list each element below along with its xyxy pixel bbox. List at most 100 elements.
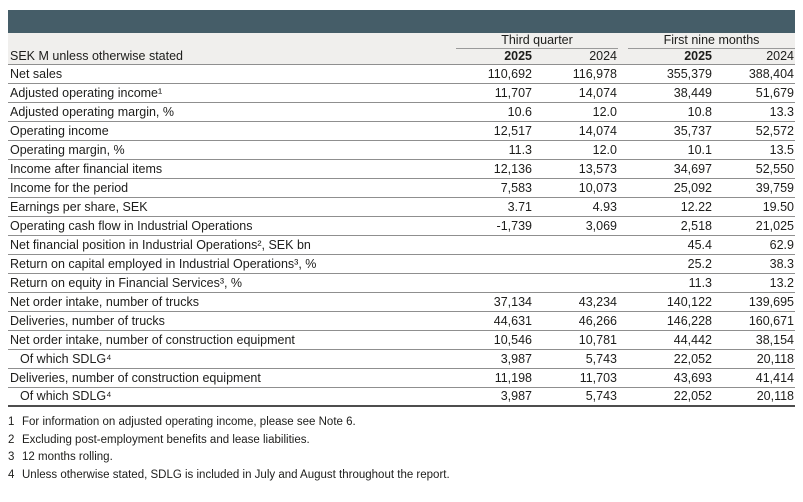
row-value: 52,572 (713, 121, 795, 141)
footnotes: 1 For information on adjusted operating … (8, 414, 795, 484)
row-value: 12,517 (456, 121, 533, 141)
row-label: Operating income (8, 121, 456, 141)
row-value: 45.4 (618, 235, 713, 255)
footnote-number: 1 (8, 416, 15, 428)
row-value: 388,404 (713, 64, 795, 84)
row-value: 38,449 (618, 83, 713, 103)
row-value: 146,228 (618, 311, 713, 331)
row-value: 10.1 (618, 140, 713, 160)
row-value: 22,052 (618, 349, 713, 369)
table-row: Operating margin, % 11.3 12.0 10.1 13.5 (8, 140, 795, 160)
row-value: 43,693 (618, 368, 713, 388)
row-value: 11,707 (456, 83, 533, 103)
row-label: Operating cash flow in Industrial Operat… (8, 216, 456, 236)
table-row: Operating cash flow in Industrial Operat… (8, 216, 795, 236)
row-value: 10,546 (456, 330, 533, 350)
row-value: 20,118 (713, 387, 795, 407)
row-value: 355,379 (618, 64, 713, 84)
row-value: 12.0 (533, 102, 618, 122)
row-value: 14,074 (533, 83, 618, 103)
row-label: Deliveries, number of trucks (8, 311, 456, 331)
row-value: 38,154 (713, 330, 795, 350)
row-label: Earnings per share, SEK (8, 197, 456, 217)
table-row: Income after financial items 12,136 13,573… (8, 159, 795, 179)
row-label: Net sales (8, 64, 456, 84)
table-row: Return on capital employed in Industrial… (8, 254, 795, 274)
row-value: 10.8 (618, 102, 713, 122)
row-value: 41,414 (713, 368, 795, 388)
row-value (456, 254, 533, 274)
table-row: Net order intake, number of construction… (8, 330, 795, 350)
row-value: 22,052 (618, 387, 713, 407)
row-value: 51,679 (713, 83, 795, 103)
row-value: 5,743 (533, 349, 618, 369)
row-label: Adjusted operating income¹ (8, 83, 456, 103)
row-value: 39,759 (713, 178, 795, 198)
row-value: 4.93 (533, 197, 618, 217)
footnote-number: 2 (8, 433, 15, 446)
footnote: 4 Unless otherwise stated, SDLG is inclu… (8, 467, 795, 485)
row-label: Income after financial items (8, 159, 456, 179)
row-value: 110,692 (456, 64, 533, 84)
row-label: Operating margin, % (8, 140, 456, 160)
row-label: Of which SDLG⁴ (8, 349, 456, 369)
year-header-q3-2025: 2025 (456, 49, 533, 65)
row-label: Return on capital employed in Industrial… (8, 254, 456, 274)
row-value: 19.50 (713, 197, 795, 217)
row-value: 35,737 (618, 121, 713, 141)
footnote: 3 12 months rolling. (8, 449, 795, 467)
row-value: 139,695 (713, 292, 795, 312)
row-value: 21,025 (713, 216, 795, 236)
row-value (456, 273, 533, 293)
table-row: Earnings per share, SEK 3.71 4.93 12.22 19.5… (8, 197, 795, 217)
row-value: 3,069 (533, 216, 618, 236)
row-value: 10,073 (533, 178, 618, 198)
row-value: 11,198 (456, 368, 533, 388)
row-value: 116,978 (533, 64, 618, 84)
row-value: 34,697 (618, 159, 713, 179)
row-value (533, 254, 618, 274)
column-group-first-nine-months: First nine months (618, 33, 795, 49)
row-label: Net order intake, number of trucks (8, 292, 456, 312)
row-value: 2,518 (618, 216, 713, 236)
row-value: 38.3 (713, 254, 795, 274)
report-page: Third quarter First nine months SEK M un… (8, 10, 795, 484)
row-value: 14,074 (533, 121, 618, 141)
row-value: 3,987 (456, 387, 533, 407)
column-group-row: Third quarter First nine months (8, 33, 795, 49)
table-row: Deliveries, number of construction equip… (8, 368, 795, 388)
row-label: Return on equity in Financial Services³,… (8, 273, 456, 293)
year-header-9m-2025: 2025 (618, 49, 713, 65)
row-label: Net order intake, number of construction… (8, 330, 456, 350)
row-value: 12.22 (618, 197, 713, 217)
column-group-label: First nine months (628, 33, 795, 49)
footnote-text: Unless otherwise stated, SDLG is include… (22, 468, 450, 481)
row-value: 5,743 (533, 387, 618, 407)
year-header-q3-2024: 2024 (533, 49, 618, 65)
row-label: Adjusted operating margin, % (8, 102, 456, 122)
table-row: Operating income 12,517 14,074 35,737 52,572 (8, 121, 795, 141)
row-value: 13.3 (713, 102, 795, 122)
table-row: Deliveries, number of trucks 44,631 46,266… (8, 311, 795, 331)
row-value: 12,136 (456, 159, 533, 179)
table-header: Third quarter First nine months SEK M un… (8, 33, 795, 65)
row-value: 11,703 (533, 368, 618, 388)
row-value: 3.71 (456, 197, 533, 217)
table-row: Adjusted operating income¹ 11,707 14,074 38… (8, 83, 795, 103)
table-body: Net sales 110,692 116,978 355,379 388,404 Adj… (8, 64, 795, 407)
row-value: 13.5 (713, 140, 795, 160)
row-label: Net financial position in Industrial Ope… (8, 235, 456, 255)
footnote-text: Excluding post-employment benefits and l… (22, 433, 310, 446)
row-value: 10,781 (533, 330, 618, 350)
row-value (533, 235, 618, 255)
row-label: Of which SDLG⁴ (8, 387, 456, 407)
unit-label: SEK M unless otherwise stated (8, 49, 456, 65)
footnote: 1 For information on adjusted operating … (8, 414, 795, 432)
column-group-third-quarter: Third quarter (456, 33, 618, 49)
row-value: 25,092 (618, 178, 713, 198)
row-value: 13.2 (713, 273, 795, 293)
header-bar (8, 10, 795, 33)
row-value (533, 273, 618, 293)
table-row: Return on equity in Financial Services³,… (8, 273, 795, 293)
row-value: 11.3 (456, 140, 533, 160)
